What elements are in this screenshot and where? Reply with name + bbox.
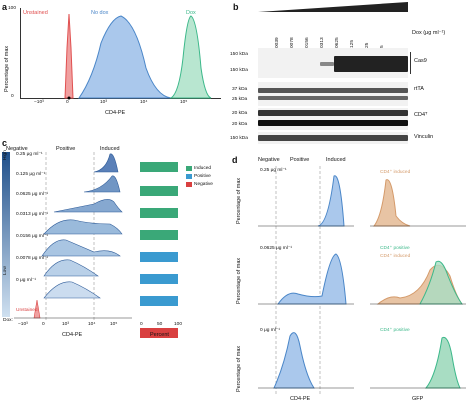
dose-unstained: Unstained: [16, 308, 38, 313]
legend-induced: Induced: [194, 166, 212, 171]
panel-label-c: c: [2, 138, 8, 148]
legend-nodox: No dox: [91, 10, 109, 16]
marker-3: 37 kDa: [232, 87, 248, 92]
a-xtick-3: 10³: [100, 100, 107, 105]
d-header-negative: Negative: [258, 157, 280, 163]
marker-4: 25 kDa: [232, 97, 248, 102]
panel-d-left: 0.25 μg ml⁻¹ 0.0625 μg ml⁻¹ 0 μg ml⁻¹: [258, 166, 354, 394]
panel-label-d: d: [232, 155, 238, 165]
panel-c-ridges: [14, 152, 132, 320]
bracket-cas9: [410, 52, 411, 74]
d-ylabel-2: Percentage of max: [236, 257, 242, 304]
bar-xtick-100: 100: [174, 322, 183, 327]
d-ylabel-1: Percentage of max: [236, 177, 242, 224]
d-xlabel-left: CD4-PE: [290, 396, 311, 402]
a-ytick-0: 0: [11, 94, 14, 99]
protein-vinculin: Vinculin: [414, 134, 434, 140]
dox-gradient-triangle: [258, 2, 408, 12]
marker-5: 20 kDa: [232, 111, 248, 116]
bar-xtick-50: 50: [157, 322, 163, 327]
marker-6: 20 kDa: [232, 122, 248, 127]
dox-axis-label: Dox:: [3, 318, 13, 323]
c-xtick-4: 10⁴: [88, 322, 96, 327]
legend-negative: Negative: [194, 182, 213, 187]
d-right-label-3: CD4⁺ positive: [380, 328, 410, 333]
c-xtick-2: 0: [42, 322, 45, 327]
protein-cas9: Cas9: [414, 58, 427, 64]
scale-low: Low: [3, 266, 8, 275]
dose-1: 0.25 μg ml⁻¹: [16, 152, 43, 157]
c-xtick-1: −10³: [18, 322, 28, 327]
c-header-induced: Induced: [100, 146, 120, 152]
a-ytick-100: 100: [8, 6, 17, 11]
protein-rtta: rtTA: [414, 86, 424, 92]
d-left-label-1: 0.25 μg ml⁻¹: [260, 168, 287, 173]
dose-6: 0.0078 μg ml⁻¹: [16, 256, 48, 261]
d-ylabel-3: Percentage of max: [236, 345, 242, 392]
panel-a-ylabel: Percentage of max: [4, 45, 10, 92]
panel-a-histograms: [64, 13, 212, 100]
a-xtick-5: 10⁵: [180, 100, 188, 105]
marker-7: 150 kDa: [230, 136, 248, 141]
stacked-bars: [140, 152, 180, 338]
dox-unit-label: Dox (μg ml⁻¹): [412, 30, 446, 36]
d-header-induced: Induced: [326, 157, 346, 163]
marker-1: 150 kDa: [230, 52, 248, 57]
dox-scale-bar: [2, 152, 10, 317]
panel-a-xlabel: CD4-PE: [105, 110, 126, 116]
d-right-label-2b: CD4⁺ induced: [380, 254, 411, 259]
dose-4: 0.0313 μg ml⁻¹: [16, 212, 48, 217]
blot-cd4: [258, 108, 408, 130]
legend-positive: Positive: [194, 174, 211, 179]
dose-2: 0.125 μg ml⁻¹: [16, 172, 46, 177]
dose-3: 0.0625 μg ml⁻¹: [16, 192, 48, 197]
d-header-positive: Positive: [290, 157, 310, 163]
d-left-label-2: 0.0625 μg ml⁻¹: [260, 246, 292, 251]
panel-a-plot: Unstained No dox Dox: [20, 8, 221, 100]
d-right-label-1: CD4⁺ induced: [380, 170, 411, 175]
blot-vinculin: [258, 132, 408, 144]
blot-rtta: [258, 82, 408, 106]
a-xtick-2: 0: [66, 100, 69, 105]
panel-d-right: CD4⁺ induced CD4⁺ positive CD4⁺ induced …: [370, 166, 466, 394]
bar-xlabel: Percent: [150, 332, 169, 338]
d-right-label-2a: CD4⁺ positive: [380, 246, 410, 251]
protein-cd4: CD4ᵀ: [414, 112, 428, 118]
legend-dox: Dox: [186, 10, 196, 16]
dose-5: 0.0156 μg ml⁻¹: [16, 234, 48, 239]
marker-2: 150 kDa: [230, 68, 248, 73]
bar-xtick-0: 0: [140, 322, 143, 327]
blot-cas9: [258, 48, 408, 78]
panel-label-a: a: [2, 2, 8, 12]
a-xtick-1: −10³: [34, 100, 44, 105]
c-xtick-5: 10⁵: [110, 322, 118, 327]
panel-label-b: b: [233, 2, 239, 12]
dose-7: 0 μg ml⁻¹: [16, 278, 36, 283]
panel-c-xlabel: CD4-PE: [62, 332, 83, 338]
c-header-negative: Negative: [6, 146, 28, 152]
c-xtick-3: 10³: [62, 322, 69, 327]
a-xtick-4: 10⁴: [140, 100, 148, 105]
d-xlabel-right: GFP: [412, 396, 424, 402]
scale-high: High: [3, 150, 8, 160]
c-header-positive: Positive: [56, 146, 76, 152]
d-left-label-3: 0 μg ml⁻¹: [260, 328, 280, 333]
legend-unstained: Unstained: [23, 10, 48, 16]
